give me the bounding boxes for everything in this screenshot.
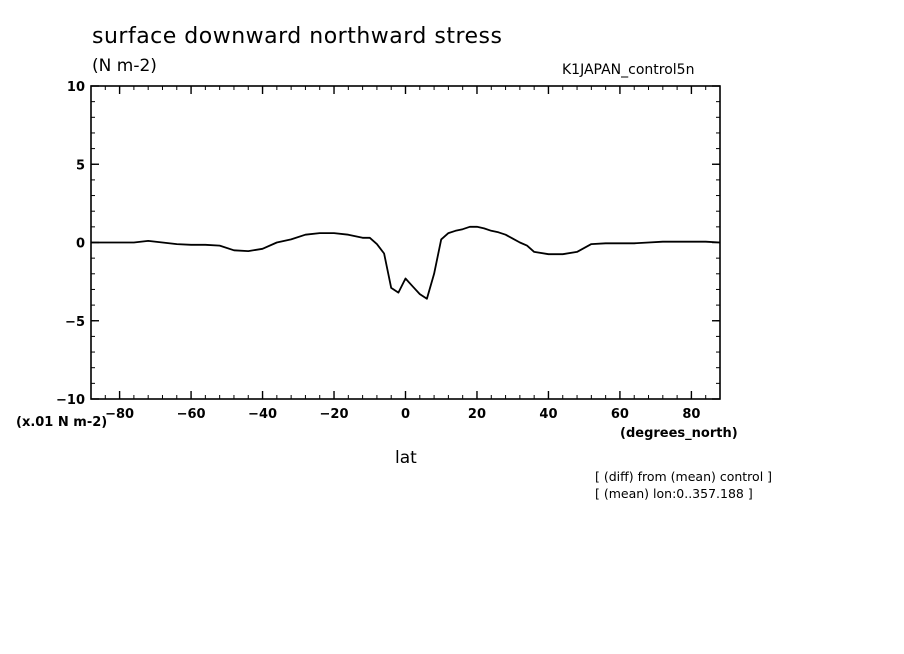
y-tick-label: 5	[76, 158, 85, 173]
tick-labels: −80 −60 −40 −20 0 20 40 60 80 −10 −5 0 5 10	[56, 80, 700, 422]
x-tick-label: 0	[401, 407, 410, 422]
x-axis-label: lat	[395, 448, 417, 468]
y-tick-label: −5	[65, 315, 85, 330]
x-tick-label: 40	[539, 407, 557, 422]
x-tick-label: 60	[611, 407, 629, 422]
y-tick-label: −10	[56, 393, 85, 408]
y-tick-label: 0	[76, 237, 85, 252]
x-axis-unit: (degrees_north)	[620, 426, 738, 441]
chart-subtitle: (N m-2)	[92, 56, 157, 76]
x-tick-label: −80	[105, 407, 134, 422]
x-tick-label: 20	[468, 407, 486, 422]
note-diff: [ (diff) from (mean) control ]	[595, 469, 773, 484]
y-axis-unit: (x.01 N m-2)	[16, 415, 108, 430]
chart-title: surface downward northward stress	[92, 24, 503, 49]
x-tick-label: −60	[177, 407, 206, 422]
series-line	[91, 225, 721, 300]
x-tick-label: −20	[320, 407, 349, 422]
x-tick-label: −40	[248, 407, 277, 422]
x-tick-label: 80	[682, 407, 700, 422]
note-mean: [ (mean) lon:0..357.188 ]	[595, 486, 753, 501]
run-id-label: K1JAPAN_control5n	[562, 62, 695, 78]
y-tick-label: 10	[67, 80, 85, 95]
